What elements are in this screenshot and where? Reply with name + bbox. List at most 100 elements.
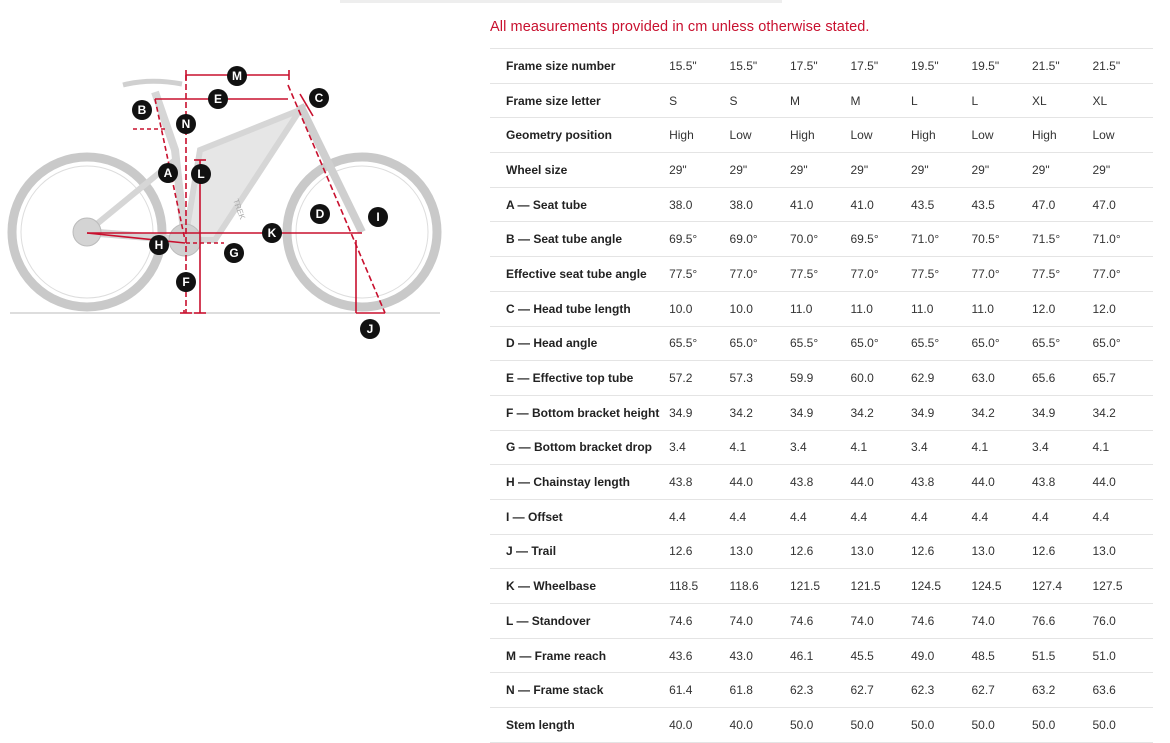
bike-illustration <box>7 78 442 314</box>
cell-value: 60.0 <box>850 360 911 396</box>
table-row: Stem length 40.0 40.0 50.0 50.0 50.0 50.0 50.0 5… <box>490 707 1153 743</box>
cell-value: 10.0 <box>729 291 790 327</box>
cell-value: 43.5 <box>971 187 1032 223</box>
cell-value: Low <box>850 117 911 154</box>
cell-value: 71.5° <box>1031 221 1093 258</box>
cell-value: 77.5° <box>669 256 730 292</box>
cell-value: 76.0 <box>1092 603 1153 639</box>
cell-value: 47.0 <box>1031 187 1093 223</box>
table-row: M — Frame reach 43.6 43.0 46.1 45.5 49.0 48.5 5… <box>490 638 1153 674</box>
cell-value: 71.0° <box>910 221 972 258</box>
cell-value: 48.5 <box>971 638 1032 674</box>
table-row: D — Head angle 65.5° 65.0° 65.5° 65.0° 65.5° 6… <box>490 326 1153 362</box>
cell-value: 29" <box>850 152 911 188</box>
cell-value: 74.0 <box>971 603 1032 639</box>
cell-value: S <box>669 83 730 119</box>
cell-value: 12.6 <box>1031 534 1093 570</box>
marker-b: B <box>132 100 152 120</box>
cell-value: 11.0 <box>850 291 911 327</box>
cell-value: 41.0 <box>850 187 911 223</box>
marker-n: N <box>176 114 196 134</box>
cell-value: 29" <box>729 152 790 188</box>
cell-value: 51.0 <box>1092 638 1153 674</box>
table-row: Wheel size 29" 29" 29" 29" 29" 29" 29" 29" <box>490 152 1153 188</box>
marker-h: H <box>149 235 169 255</box>
cell-value: High <box>910 117 972 154</box>
cell-value: 65.0° <box>1092 326 1153 362</box>
cell-value: 127.4 <box>1031 568 1093 604</box>
geometry-table: Frame size number 15.5" 15.5" 17.5" 17.5" 19.… <box>490 48 1153 743</box>
cell-value: High <box>1031 117 1093 154</box>
cell-value: 47.0 <box>1092 187 1153 223</box>
cell-value: 29" <box>1031 152 1093 188</box>
cell-value: 43.8 <box>1031 464 1093 500</box>
svg-text:F: F <box>182 275 189 289</box>
row-label: A — Seat tube <box>490 187 670 223</box>
cell-value: 65.5° <box>669 326 730 362</box>
cell-value: 12.0 <box>1092 291 1153 327</box>
cell-value: 3.4 <box>789 430 851 466</box>
cell-value: 51.5 <box>1031 638 1093 674</box>
row-label: G — Bottom bracket drop <box>490 430 670 466</box>
cell-value: 74.0 <box>850 603 911 639</box>
cell-value: 121.5 <box>789 568 851 604</box>
cell-value: 29" <box>789 152 851 188</box>
cell-value: High <box>669 117 730 154</box>
cell-value: 13.0 <box>1092 534 1153 570</box>
cell-value: 50.0 <box>910 707 972 743</box>
cell-value: 13.0 <box>729 534 790 570</box>
cell-value: 40.0 <box>729 707 790 743</box>
cell-value: 17.5" <box>850 48 911 84</box>
cell-value: 77.5° <box>789 256 851 292</box>
marker-e: E <box>208 89 228 109</box>
cell-value: 46.1 <box>789 638 851 674</box>
svg-text:C: C <box>315 91 324 105</box>
svg-text:D: D <box>316 207 325 221</box>
cell-value: 70.0° <box>789 221 851 258</box>
cell-value: 4.4 <box>850 499 911 535</box>
row-label: Stem length <box>490 707 670 743</box>
table-row: J — Trail 12.6 13.0 12.6 13.0 12.6 13.0 12.6 13.… <box>490 534 1153 570</box>
cell-value: 34.2 <box>971 395 1032 431</box>
cell-value: 44.0 <box>971 464 1032 500</box>
cell-value: M <box>789 83 851 119</box>
cell-value: 4.4 <box>789 499 851 535</box>
cell-value: L <box>910 83 972 119</box>
marker-d: D <box>310 204 330 224</box>
row-label: Frame size number <box>490 48 670 84</box>
cell-value: 34.9 <box>789 395 851 431</box>
cell-value: 50.0 <box>971 707 1032 743</box>
cell-value: 13.0 <box>850 534 911 570</box>
cell-value: 50.0 <box>1031 707 1093 743</box>
cell-value: 65.5° <box>789 326 851 362</box>
marker-i: I <box>368 207 388 227</box>
cell-value: High <box>789 117 851 154</box>
row-label: C — Head tube length <box>490 291 670 327</box>
cell-value: 12.0 <box>1031 291 1093 327</box>
cell-value: 43.8 <box>789 464 851 500</box>
dimension-markers: M E C B N A L D I K H G F J <box>132 66 388 339</box>
cell-value: 11.0 <box>789 291 851 327</box>
cell-value: 11.0 <box>971 291 1032 327</box>
cell-value: 70.5° <box>971 221 1032 258</box>
cell-value: 41.0 <box>789 187 851 223</box>
table-row: B — Seat tube angle 69.5° 69.0° 70.0° 69.5° 7… <box>490 221 1153 258</box>
row-label: J — Trail <box>490 534 670 570</box>
cell-value: 63.0 <box>971 360 1032 396</box>
row-label: N — Frame stack <box>490 672 670 709</box>
cell-value: 3.4 <box>1031 430 1093 466</box>
cell-value: 50.0 <box>850 707 911 743</box>
cell-value: Low <box>1092 117 1153 154</box>
cell-value: 74.0 <box>729 603 790 639</box>
cell-value: S <box>729 83 790 119</box>
table-row: Frame size letter S S M M L L XL XL <box>490 83 1153 119</box>
svg-text:G: G <box>229 246 238 260</box>
cell-value: 29" <box>1092 152 1153 188</box>
table-row: A — Seat tube 38.0 38.0 41.0 41.0 43.5 43.5 47.… <box>490 187 1153 223</box>
cell-value: 69.0° <box>729 221 790 258</box>
row-label: B — Seat tube angle <box>490 221 670 258</box>
cell-value: 43.5 <box>910 187 972 223</box>
cell-value: 65.5° <box>1031 326 1093 362</box>
bike-geometry-diagram: TREK M E C B N A L D I K H G F J <box>7 66 442 339</box>
cell-value: 12.6 <box>910 534 972 570</box>
